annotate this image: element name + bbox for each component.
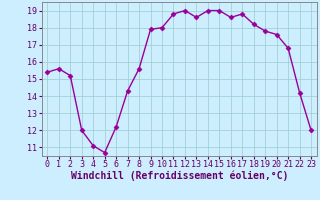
X-axis label: Windchill (Refroidissement éolien,°C): Windchill (Refroidissement éolien,°C) [70, 171, 288, 181]
